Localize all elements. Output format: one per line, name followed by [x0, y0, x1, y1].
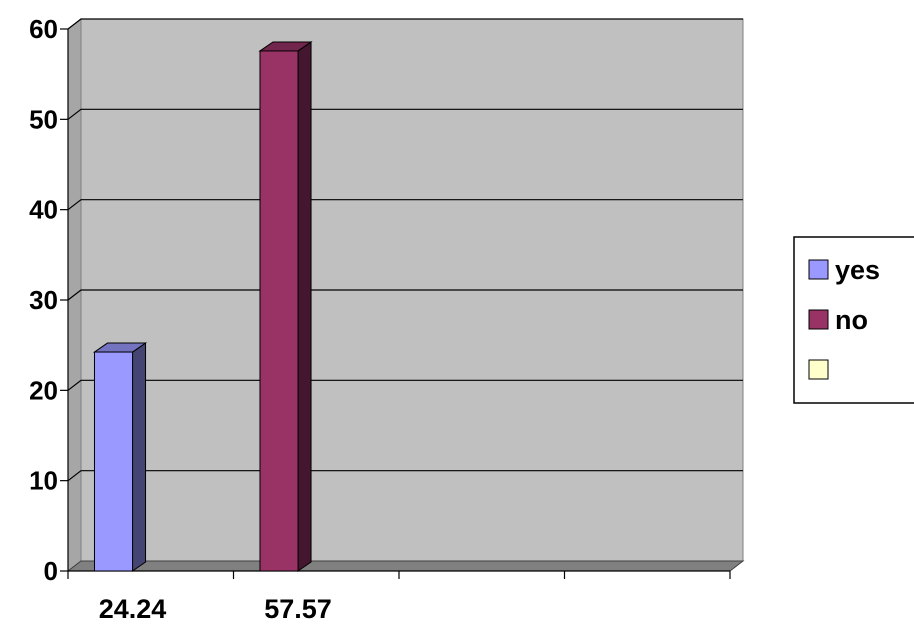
legend: yes no [793, 236, 914, 404]
bars [92, 40, 313, 572]
gridlines [67, 18, 743, 482]
y-tick-label: 20 [29, 375, 58, 405]
gridline [67, 18, 743, 30]
bar-yes [92, 342, 148, 572]
legend-item [808, 359, 829, 380]
bar-side [132, 342, 147, 572]
bar-side [297, 40, 312, 572]
gridline [67, 289, 743, 301]
floor [66, 560, 745, 572]
legend-swatch [808, 359, 829, 380]
legend-swatch [808, 309, 829, 330]
bar-no [258, 40, 313, 572]
x-axis-ticks: 24.24 57.57 [67, 571, 731, 624]
y-tick-label: 40 [29, 195, 58, 225]
gridline [67, 199, 743, 211]
plot-area [66, 17, 745, 573]
legend-swatch [808, 259, 829, 280]
y-tick-label: 50 [29, 104, 58, 134]
bar-front [259, 50, 299, 572]
legend-label: no [835, 305, 868, 335]
legend-item: yes [808, 255, 880, 285]
y-tick-label: 30 [29, 285, 58, 315]
y-tick-label: 60 [29, 14, 58, 44]
y-tick-label: 10 [29, 466, 58, 496]
x-tick-label: 24.24 [99, 594, 167, 624]
legend-label: yes [835, 255, 880, 285]
gridline [67, 470, 743, 482]
gridline [67, 108, 743, 120]
y-tick-label: 0 [44, 556, 58, 586]
x-tick-label: 57.57 [264, 594, 332, 624]
bar-front [93, 351, 134, 572]
gridline [67, 379, 743, 391]
y-axis-ticks: 0 10 20 30 40 50 60 [29, 14, 68, 586]
legend-item: no [808, 305, 868, 335]
